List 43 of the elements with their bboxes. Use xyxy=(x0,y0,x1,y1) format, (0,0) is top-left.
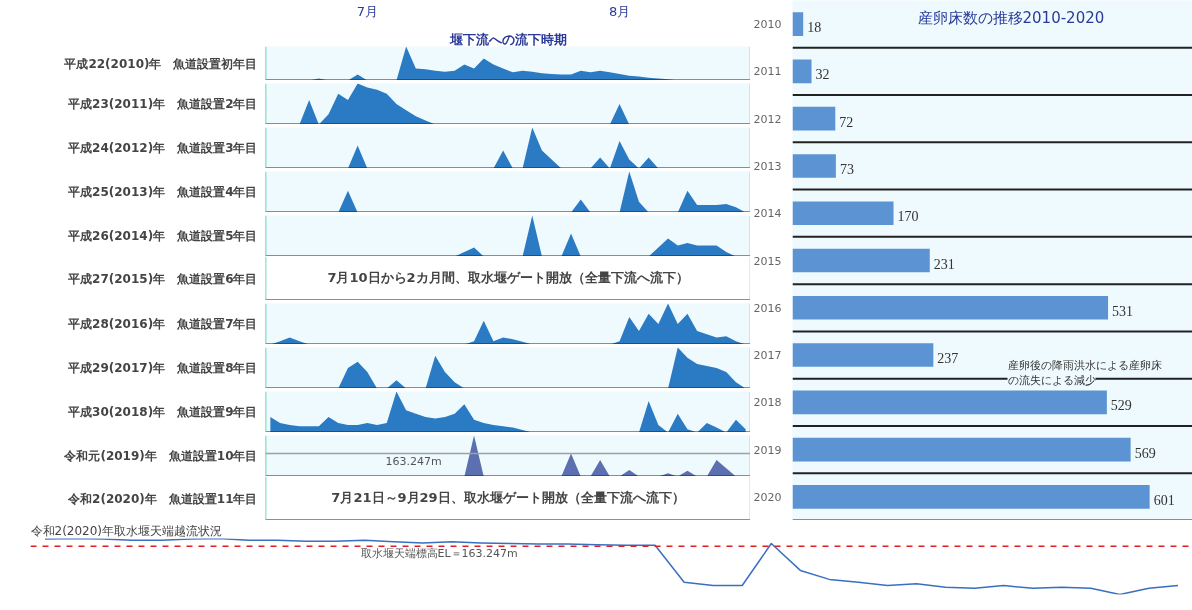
y-axis-title: 平成24(2012)年 魚道設置3年目 xyxy=(67,141,258,155)
y-axis-title: 平成26(2014)年 魚道設置5年目 xyxy=(67,229,258,243)
y-axis-title: 平成23(2011)年 魚道設置2年目 xyxy=(67,97,258,111)
y-tick-label: 2010 xyxy=(753,18,782,32)
data-label: 601 xyxy=(1153,492,1175,508)
annotation: 堰下流への流下時期 xyxy=(448,31,567,47)
y-axis-title: 平成30(2018)年 魚道設置9年目 xyxy=(67,405,258,419)
y-axis-title: 平成29(2017)年 魚道設置8年目 xyxy=(67,361,258,375)
text: 平成27(2015)年 魚道設置6年目 xyxy=(67,271,258,286)
text: 7月10日から2カ月間、取水堰ゲート開放（全量下流へ流下） xyxy=(327,270,689,286)
y-tick-label: 2016 xyxy=(753,301,782,315)
y-tick-label: 2013 xyxy=(753,159,782,173)
data-label: 18 xyxy=(807,20,822,36)
y-tick-label: 2011 xyxy=(753,65,782,79)
y-axis-title: 平成28(2016)年 魚道設置7年目 xyxy=(67,317,258,331)
data-label: 569 xyxy=(1134,445,1156,461)
data-label: 170 xyxy=(897,209,919,225)
y-axis-title: 令和元(2019)年 魚道設置10年目 xyxy=(63,449,258,463)
data-label: 237 xyxy=(937,351,959,367)
y-axis-title: 平成22(2010)年 魚道設置初年目 xyxy=(63,56,258,71)
data-label: 231 xyxy=(933,256,955,272)
data-label: 529 xyxy=(1110,398,1132,414)
ref-line-label: 取水堰天端標高EL＝163.247m xyxy=(360,547,518,561)
text: 産卵床数の推移2010-2020 xyxy=(917,8,1105,27)
y-tick-label: 2017 xyxy=(753,349,782,363)
text: 7月21日～9月29日、取水堰ゲート開放（全量下流へ流下） xyxy=(331,490,685,506)
data-label: 32 xyxy=(815,67,830,83)
data-label: 73 xyxy=(839,161,854,177)
y-tick-label: 2015 xyxy=(753,254,782,268)
y-tick-label: 2012 xyxy=(753,112,782,126)
y-tick-label: 2018 xyxy=(753,396,782,410)
x-tick-label: 8月 xyxy=(608,3,631,19)
x-tick-label: 7月 xyxy=(356,3,378,19)
y-tick-label: 2020 xyxy=(753,490,782,504)
y-tick-label: 2019 xyxy=(753,443,782,457)
ref-line-label: 163.247m xyxy=(385,454,442,468)
y-axis-title: 平成25(2013)年 魚道設置4年目 xyxy=(67,185,258,199)
data-label: 531 xyxy=(1112,303,1134,319)
data-label: 72 xyxy=(839,114,854,130)
chart-title: 令和2(2020)年取水堰天端越流状況 xyxy=(30,523,223,538)
y-tick-label: 2014 xyxy=(753,207,782,221)
annotation: 産卵後の降雨洪水による産卵床の流失による減少 xyxy=(1007,359,1162,388)
text: 令和2(2020)年 魚道設置11年目 xyxy=(67,491,258,506)
